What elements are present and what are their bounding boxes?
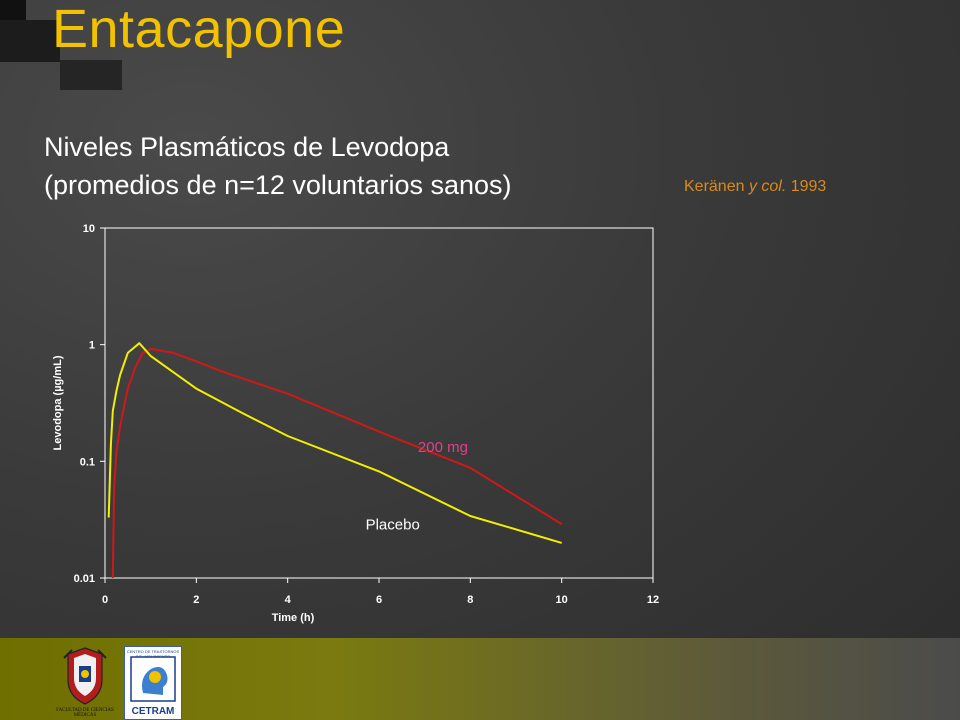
citation-year: 1993 xyxy=(786,178,827,195)
series-line-1 xyxy=(107,342,562,544)
citation-italic: y col. xyxy=(748,178,787,195)
subtitle-line-1: Niveles Plasmáticos de Levodopa xyxy=(44,132,450,162)
subtitle-line-2: (promedios de n=12 voluntarios sanos) xyxy=(44,170,512,200)
series-label-200mg: 200 mg xyxy=(418,439,468,456)
y-tick-label-1: 0.1 xyxy=(80,456,95,468)
series-label-placebo: Placebo xyxy=(366,517,420,534)
university-caption: FACULTAD DE CIENCIAS MÉDICAS xyxy=(56,708,114,718)
corner-decoration-3 xyxy=(60,60,122,90)
cetram-name: CETRAM xyxy=(131,706,175,717)
y-tick-label-2: 1 xyxy=(89,340,95,352)
corner-decoration-1 xyxy=(0,0,26,20)
cetram-logo: CENTRO DE TRASTORNOS DEL MOVIMIENTO CETR… xyxy=(124,646,182,720)
university-crest-icon xyxy=(63,647,107,705)
y-tick-label-3: 10 xyxy=(83,223,95,235)
citation: Keränen y col. 1993 xyxy=(684,178,826,196)
citation-author: Keränen xyxy=(684,178,749,195)
x-tick-label-1: 2 xyxy=(193,594,199,606)
chart-subtitle: Niveles Plasmáticos de Levodopa (promedi… xyxy=(44,128,512,204)
y-tick-label-0: 0.01 xyxy=(74,573,95,585)
x-tick-label-5: 10 xyxy=(556,594,568,606)
corner-decoration-2 xyxy=(0,20,60,62)
slide-title: Entacapone xyxy=(52,0,346,59)
x-tick-label-3: 6 xyxy=(376,594,382,606)
x-tick-label-4: 8 xyxy=(467,594,473,606)
x-axis-label: Time (h) xyxy=(272,612,315,624)
series-line-0 xyxy=(111,347,563,579)
levodopa-chart: 0 2 4 6 8 10 12 0.01 0.1 1 10 Time (h) Levodopa (µg/… xyxy=(52,223,659,624)
x-tick-label-0: 0 xyxy=(102,594,108,606)
university-logo: FACULTAD DE CIENCIAS MÉDICAS xyxy=(50,644,120,720)
cetram-head-icon xyxy=(130,656,176,702)
x-tick-label-6: 12 xyxy=(647,594,659,606)
y-axis-label: Levodopa (µg/mL) xyxy=(52,355,64,450)
x-tick-label-2: 4 xyxy=(285,594,292,606)
